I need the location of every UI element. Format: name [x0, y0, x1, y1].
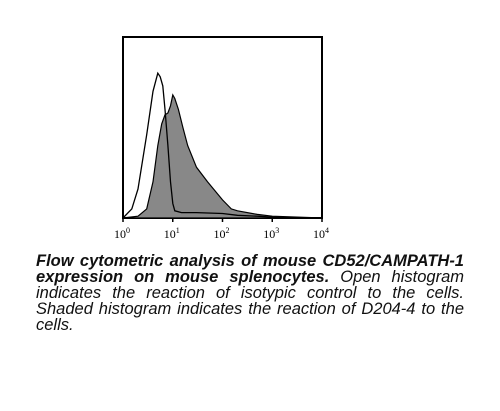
histogram-chart: 100 101 102 103 104 [114, 36, 329, 241]
caption-text: Open histogram indicates the reaction of… [36, 268, 464, 334]
x-tick-label: 101 [164, 226, 180, 241]
x-axis-ticks: 100 101 102 103 104 [114, 218, 329, 241]
figure-caption: Flow cytometric analysis of mouse CD52/C… [36, 252, 464, 334]
x-tick-label: 100 [114, 226, 130, 241]
caption-title: Flow cytometric analysis of mouse CD52/C… [36, 252, 464, 286]
shaded-histogram [122, 93, 323, 219]
x-tick-label: 103 [263, 226, 279, 241]
series-layer [122, 71, 323, 219]
open-histogram [122, 71, 323, 219]
x-tick-label: 102 [214, 226, 230, 241]
x-tick-label: 104 [313, 226, 329, 241]
